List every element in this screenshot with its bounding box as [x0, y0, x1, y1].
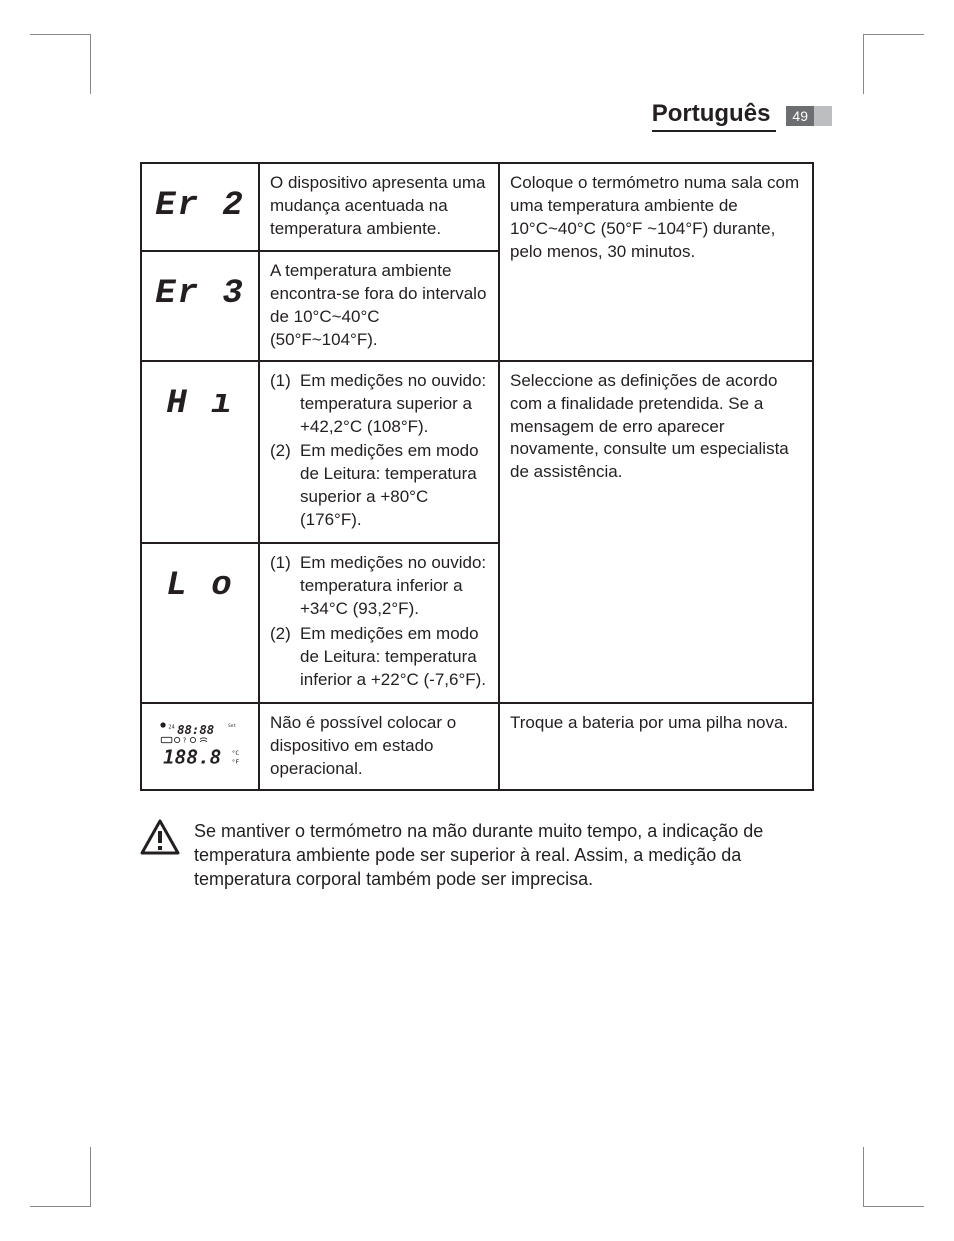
warning-box: Se mantiver o termómetro na mão durante …	[140, 819, 814, 892]
error-code-cell: Er 2	[141, 163, 259, 251]
list-number: (1)	[270, 552, 291, 575]
lcd-display-icon: 24 88:88 Set ? 188.8 °C	[156, 718, 244, 771]
warning-text: Se mantiver o termómetro na mão durante …	[194, 819, 814, 892]
description-list: (1) Em medições no ouvido: temperatura i…	[270, 552, 488, 692]
error-code-cell: 24 88:88 Set ? 188.8 °C	[141, 703, 259, 790]
svg-text:°F: °F	[232, 758, 240, 766]
list-text: Em medições no ouvido: temperatura super…	[300, 370, 488, 439]
crop-mark	[863, 1147, 864, 1207]
crop-mark	[30, 1206, 90, 1207]
list-item: (2) Em medições em modo de Leitura: temp…	[270, 623, 488, 692]
error-table: Er 2 O dispositivo apresenta uma mudança…	[140, 162, 814, 791]
crop-mark	[864, 34, 924, 35]
error-description: (1) Em medições no ouvido: temperatura i…	[259, 543, 499, 703]
table-row: H ı (1) Em medições no ouvido: temperatu…	[141, 361, 813, 544]
language-label: Português	[652, 100, 777, 132]
error-description: (1) Em medições no ouvido: temperatura s…	[259, 361, 499, 544]
svg-text:24: 24	[168, 724, 174, 730]
description-list: (1) Em medições no ouvido: temperatura s…	[270, 370, 488, 533]
svg-text:°C: °C	[232, 749, 240, 757]
list-number: (2)	[270, 623, 291, 646]
error-code-cell: Er 3	[141, 251, 259, 361]
content-area: Português 49 Er 2 O dispositivo apresent…	[140, 100, 814, 892]
list-number: (1)	[270, 370, 291, 393]
error-code: Er 2	[152, 172, 248, 242]
page-number: 49	[786, 106, 814, 126]
error-code-cell: L o	[141, 543, 259, 703]
crop-mark	[864, 1206, 924, 1207]
svg-text:Set: Set	[228, 723, 236, 729]
lcd-line-1: 88:88	[177, 723, 214, 737]
error-description: A temperatura ambiente encontra-se fora …	[259, 251, 499, 361]
crop-mark	[90, 1147, 91, 1207]
page-header: Português 49	[140, 100, 814, 132]
warning-icon	[140, 819, 180, 860]
error-code: H ı	[152, 370, 248, 440]
error-code-cell: H ı	[141, 361, 259, 544]
table-row: 24 88:88 Set ? 188.8 °C	[141, 703, 813, 790]
error-table-body: Er 2 O dispositivo apresenta uma mudança…	[141, 163, 813, 790]
error-code: Er 3	[152, 260, 248, 330]
error-action: Coloque o termómetro numa sala com uma t…	[499, 163, 813, 361]
list-text: Em medições no ouvido: temperatura infer…	[300, 552, 488, 621]
error-code: L o	[152, 552, 248, 622]
list-text: Em medições em modo de Leitura: temperat…	[300, 623, 488, 692]
crop-mark	[863, 34, 864, 94]
page: Português 49 Er 2 O dispositivo apresent…	[0, 0, 954, 1241]
list-item: (1) Em medições no ouvido: temperatura i…	[270, 552, 488, 621]
crop-mark	[90, 34, 91, 94]
svg-text:?: ?	[182, 735, 186, 744]
lcd-line-2: 188.8	[163, 746, 221, 769]
table-row: Er 2 O dispositivo apresenta uma mudança…	[141, 163, 813, 251]
crop-mark	[30, 34, 90, 35]
error-description: Não é possível colocar o dispositivo em …	[259, 703, 499, 790]
list-item: (2) Em medições em modo de Leitura: temp…	[270, 440, 488, 532]
error-action: Seleccione as definições de acordo com a…	[499, 361, 813, 703]
lcd-icon: 24 88:88 Set ? 188.8 °C	[152, 712, 248, 777]
error-action: Troque a bateria por uma pilha nova.	[499, 703, 813, 790]
list-number: (2)	[270, 440, 291, 463]
error-description: O dispositivo apresenta uma mudança acen…	[259, 163, 499, 251]
list-item: (1) Em medições no ouvido: temperatura s…	[270, 370, 488, 439]
list-text: Em medições em modo de Leitura: temperat…	[300, 440, 488, 532]
